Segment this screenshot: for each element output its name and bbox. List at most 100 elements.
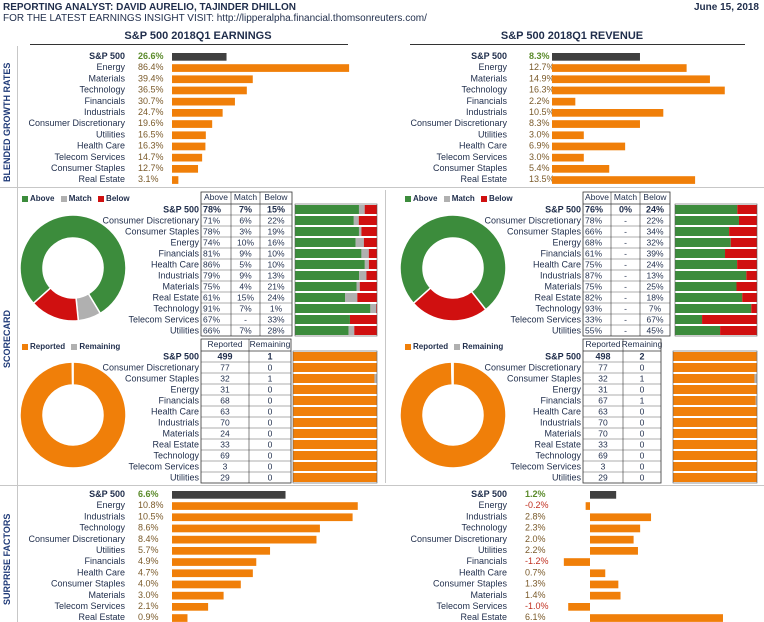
cell-real-estate-1: 0	[268, 440, 273, 450]
bar-materials	[552, 75, 710, 84]
stack-reported-consumer-discretionary	[673, 363, 757, 372]
cell-energy-1: 10%	[237, 238, 254, 248]
row-label-health-care: Health Care	[533, 260, 581, 270]
cell-materials-2: 25%	[646, 282, 663, 292]
bar-utilities	[590, 547, 638, 555]
cell-consumer-staples-1: 3%	[239, 227, 252, 237]
value-label-utilities: 2.2%	[525, 545, 546, 555]
stack-match-financials	[361, 249, 369, 258]
cell-utilities-1: 7%	[239, 326, 252, 336]
cell-financials-1: 1	[640, 396, 645, 406]
cell-utilities-1: 0	[268, 473, 273, 483]
category-label-technology: Technology	[79, 523, 125, 533]
bar-financials	[172, 558, 257, 566]
stack-reported-technology	[673, 451, 757, 460]
bar-sandp-500	[552, 53, 640, 61]
revenue-scorecard-table: Above Match Below S&P 500 76% 0% 24% Consumer D…	[484, 191, 758, 337]
row-label-technology: Technology	[535, 304, 581, 314]
cell-technology-2: 7%	[649, 304, 662, 314]
revenue-title: S&P 500 2018Q1 REVENUE	[500, 30, 644, 42]
cell-consumer-discretionary-1: 0	[268, 363, 273, 373]
category-label-industrials: Industrials	[466, 107, 508, 117]
remaining-swatch	[71, 343, 78, 350]
cell-health-care-0: 86%	[203, 260, 220, 270]
legend-match: Match	[68, 194, 92, 203]
cell-consumer-discretionary-0: 77	[220, 363, 230, 373]
cell-utilities-0: 29	[598, 473, 608, 483]
label-scorecard: SCORECARD	[2, 309, 12, 368]
stack-below-utilities	[354, 326, 377, 335]
category-label-sandp-500: S&P 500	[471, 489, 507, 499]
stack-reported-financials	[293, 396, 377, 405]
cell-technology-0: 69	[598, 451, 608, 461]
row-label-energy: Energy	[170, 385, 199, 395]
stack-match-industrials	[359, 271, 367, 280]
cell-real-estate-0: 33	[598, 440, 608, 450]
value-label-health-care: 0.7%	[525, 567, 546, 577]
value-label-sandp-500: 26.6%	[138, 51, 164, 61]
stack-below-technology	[751, 304, 757, 313]
stack-above-industrials	[295, 271, 360, 280]
row-label-sandp-500: S&P 500	[163, 205, 199, 215]
revenue-growth-chart: S&P 500 8.3% Energy 12.7% Materials 14.9% Tech…	[410, 51, 725, 184]
cell-technology-1: 0	[640, 451, 645, 461]
stack-reported-health-care	[293, 407, 377, 416]
value-label-energy: 12.7%	[529, 62, 555, 72]
value-label-technology: 2.3%	[525, 523, 546, 533]
value-label-consumer-discretionary: 2.0%	[525, 534, 546, 544]
row-label-real-estate: Real Estate	[534, 293, 581, 303]
col-head-above: Above	[204, 192, 228, 202]
category-label-financials: Financials	[84, 556, 125, 566]
cell-health-care-1: -	[624, 260, 627, 270]
cell-industrials-1: 9%	[239, 271, 252, 281]
row-label-industrials: Industrials	[158, 271, 200, 281]
row-label-sandp-500: S&P 500	[545, 205, 581, 215]
row-label-utilities: Utilities	[170, 326, 200, 336]
earnings-growth-chart: S&P 500 26.6% Energy 86.4% Materials 39.4% Tec…	[28, 51, 350, 184]
category-label-real-estate: Real Estate	[460, 612, 507, 622]
cell-financials-0: 67	[598, 396, 608, 406]
value-label-consumer-staples: 12.7%	[138, 163, 164, 173]
cell-industrials-1: 0	[268, 418, 273, 428]
cell-utilities-0: 66%	[203, 326, 220, 336]
pie-slice-below	[412, 286, 487, 322]
cell-utilities-2: 45%	[646, 326, 663, 336]
cell-energy-2: 16%	[267, 238, 284, 248]
category-label-energy: Energy	[96, 62, 125, 72]
category-label-materials: Materials	[88, 590, 125, 600]
stack-reported-materials	[673, 429, 757, 438]
value-label-energy: -0.2%	[525, 500, 549, 510]
cell-financials-1: 0	[268, 396, 273, 406]
value-label-materials: 1.4%	[525, 590, 546, 600]
bar-consumer-discretionary	[172, 120, 213, 128]
cell-industrials-0: 79%	[203, 271, 220, 281]
value-label-financials: 2.2%	[529, 96, 550, 106]
above-swatch	[22, 195, 28, 202]
cell-energy-0: 31	[598, 385, 608, 395]
cell-financials-1: 9%	[239, 249, 252, 259]
cell-health-care-0: 63	[598, 407, 608, 417]
earnings-reported-pie	[19, 361, 127, 469]
category-label-consumer-discretionary: Consumer Discretionary	[28, 534, 125, 544]
value-label-utilities: 5.7%	[138, 545, 159, 555]
stack-below-consumer-discretionary	[738, 216, 757, 225]
stack-above-energy	[675, 238, 731, 247]
col-head-below: Below	[264, 192, 288, 202]
category-label-consumer-discretionary: Consumer Discretionary	[410, 118, 507, 128]
category-label-technology: Technology	[79, 85, 125, 95]
row-label-utilities: Utilities	[552, 473, 582, 483]
value-label-telecom-services: -1.0%	[525, 601, 549, 611]
row-label-consumer-staples: Consumer Staples	[507, 227, 582, 237]
cell-energy-0: 68%	[585, 238, 602, 248]
cell-utilities-1: 0	[640, 473, 645, 483]
category-label-consumer-discretionary: Consumer Discretionary	[410, 534, 507, 544]
stack-reported-telecom-services	[673, 462, 757, 471]
stack-below-industrials	[366, 271, 377, 280]
cell-technology-0: 69	[220, 451, 230, 461]
cell-sandp-500-2: 15%	[267, 205, 285, 215]
cell-financials-2: 10%	[267, 249, 284, 259]
stack-match-technology	[370, 304, 377, 313]
category-label-utilities: Utilities	[478, 545, 508, 555]
bar-health-care	[552, 142, 626, 151]
category-label-health-care: Health Care	[77, 567, 125, 577]
